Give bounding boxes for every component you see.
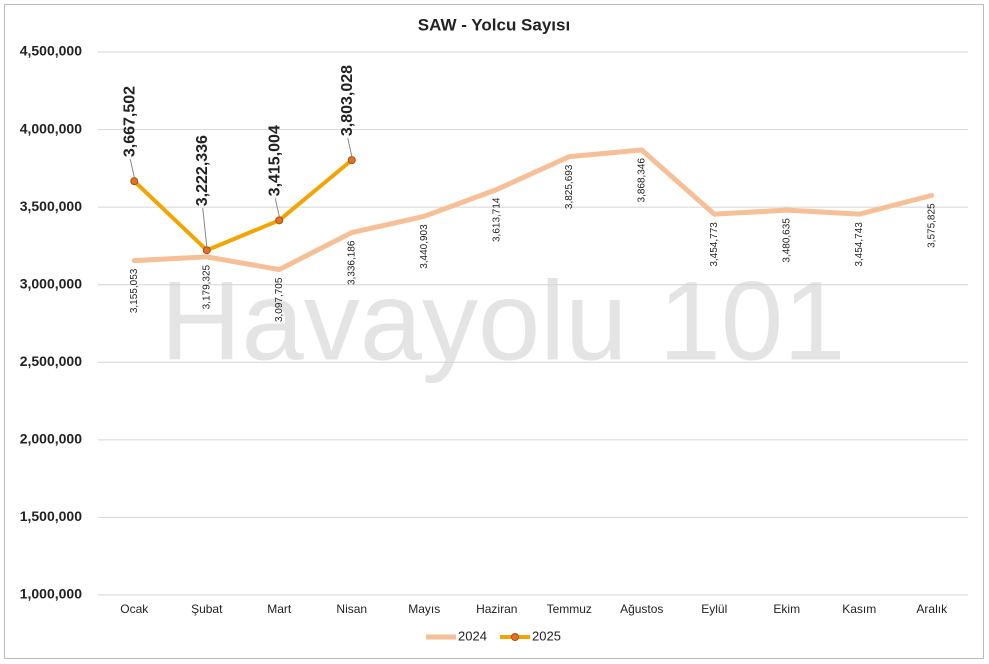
marker [275,216,284,225]
data-label: 3,415,004 [266,125,283,196]
leader-line [274,198,280,217]
legend-label: 2025 [532,628,561,643]
data-label: 3,097,705 [274,277,285,322]
data-label: 3,575,825 [926,203,937,248]
data-label: 3,803,028 [339,65,356,136]
marker [202,246,211,255]
data-label: 3,179,325 [201,264,212,309]
data-label: 3,613,714 [491,197,502,242]
data-label: 3,440,903 [419,224,430,269]
x-tick-label: Mart [267,602,292,616]
y-tick-label: 3,500,000 [20,198,82,214]
marker [130,177,139,186]
data-label: 3,454,743 [854,222,865,267]
leader-line [347,138,353,157]
y-tick-label: 3,000,000 [20,275,82,291]
x-tick-label: Temmuz [547,602,592,616]
y-tick-label: 4,000,000 [20,120,82,136]
leader-line [129,159,135,178]
x-tick-label: Kasım [842,602,876,616]
x-tick-label: Ağustos [620,602,663,616]
chart-title: SAW - Yolcu Sayısı [418,15,570,34]
data-label: 3,480,635 [781,218,792,263]
x-tick-label: Haziran [476,602,517,616]
x-tick-label: Ekim [773,602,800,616]
data-label: 3,868,346 [636,158,647,203]
watermark: Havayolu 101 [161,259,846,384]
y-tick-label: 1,500,000 [20,508,82,524]
y-tick-label: 1,000,000 [20,586,82,602]
series-line [132,158,354,253]
data-label: 3,454,773 [709,222,720,267]
legend-marker [511,633,519,641]
marker [347,156,356,165]
x-tick-label: Eylül [701,602,727,616]
x-tick-label: Ocak [120,602,149,616]
series-line [131,147,935,273]
leader-line [202,208,208,247]
data-label: 3,155,053 [129,268,140,313]
legend-label: 2024 [458,628,487,643]
chart-border [4,4,984,659]
x-tick-label: Şubat [191,602,223,616]
x-tick-label: Nisan [336,602,367,616]
y-tick-label: 4,500,000 [20,43,82,59]
data-label: 3,222,336 [194,135,211,206]
y-tick-label: 2,000,000 [20,431,82,447]
x-tick-label: Mayıs [408,602,440,616]
x-tick-label: Aralık [916,602,948,616]
data-label: 3,667,502 [121,86,138,157]
y-tick-label: 2,500,000 [20,353,82,369]
data-label: 3,825,693 [564,164,575,209]
data-label: 3,336,186 [346,240,357,285]
